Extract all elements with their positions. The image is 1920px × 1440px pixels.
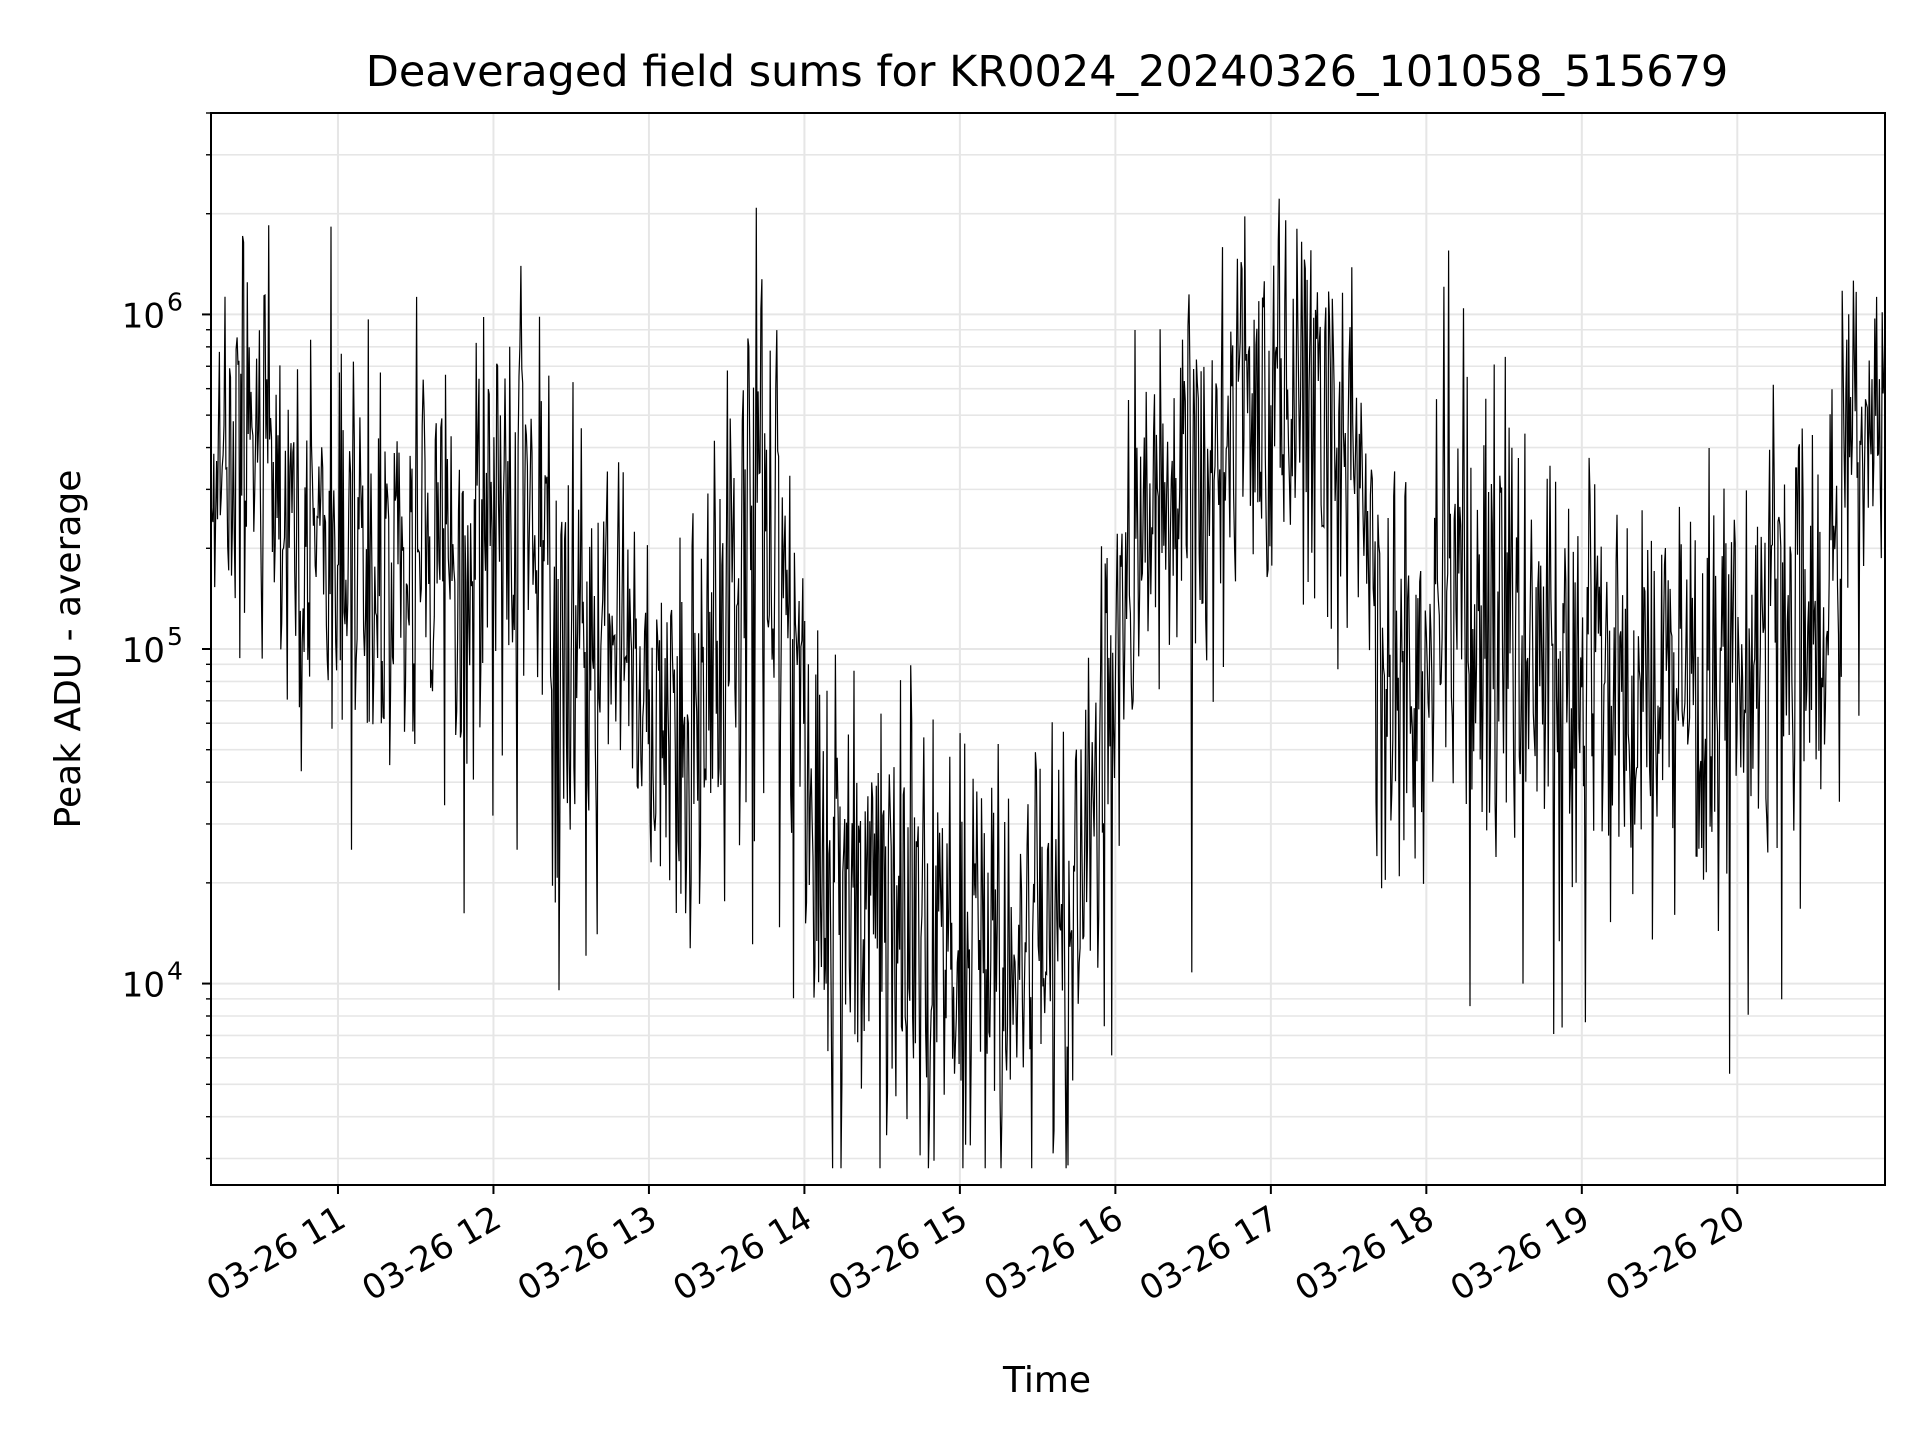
grid-layer — [211, 112, 1885, 1185]
y-tick-base: 10 — [122, 296, 165, 336]
y-tick-label: 10 — [122, 296, 165, 336]
y-tick-exponent: 5 — [167, 622, 183, 651]
y-axis-label: Peak ADU - average — [48, 470, 89, 829]
y-tick-base: 10 — [122, 966, 165, 1006]
y-tick-base: 10 — [122, 631, 165, 671]
y-tick-exponent: 6 — [167, 287, 183, 316]
series-layer — [210, 198, 1886, 1169]
y-tick-label: 10 — [122, 631, 165, 671]
y-tick-exponent: 4 — [167, 957, 183, 986]
x-axis-label: Time — [1002, 1360, 1091, 1401]
y-tick-label: 10 — [122, 966, 165, 1006]
series-line — [210, 198, 1886, 1169]
chart-title: Deaveraged field sums for KR0024_2024032… — [366, 47, 1729, 97]
